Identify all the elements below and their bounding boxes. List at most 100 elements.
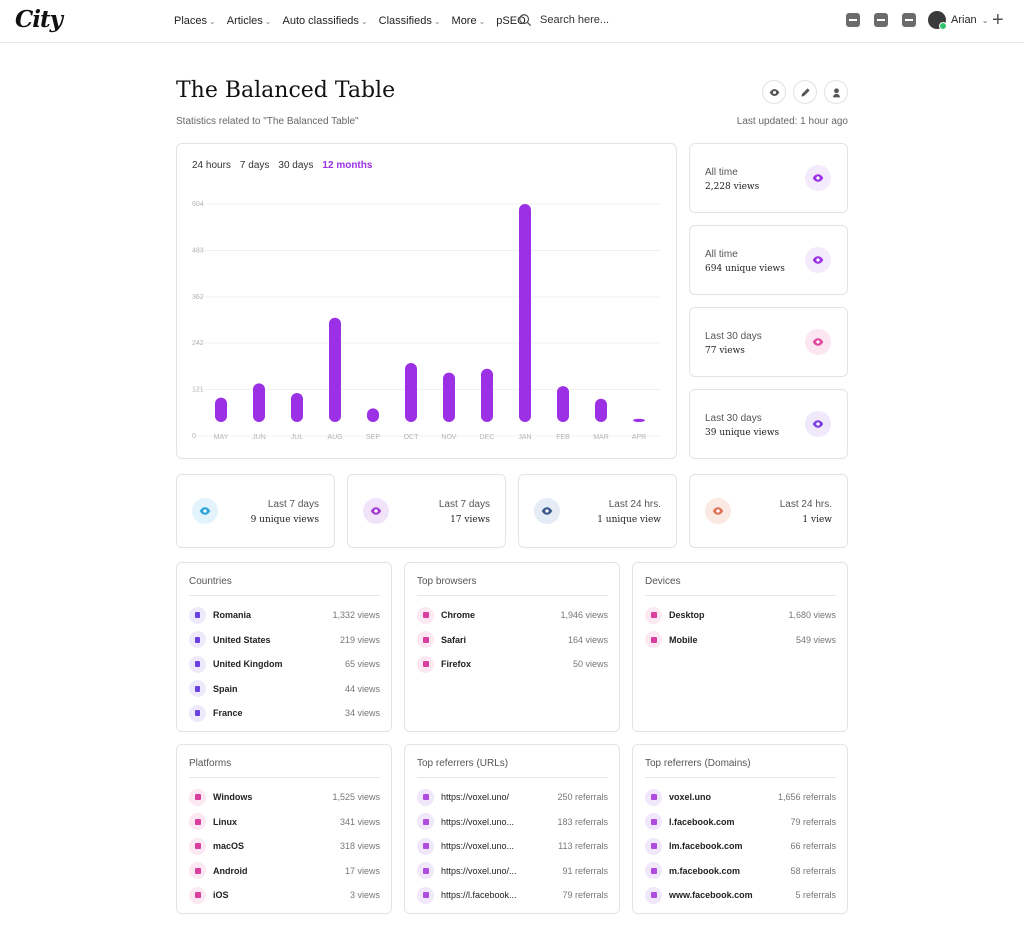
list-item: Firefox 50 views — [417, 652, 608, 677]
view-button[interactable] — [762, 80, 786, 104]
notes-icon[interactable] — [874, 13, 888, 27]
search-trigger[interactable]: Search here... — [518, 13, 609, 27]
item-name: Mobile — [669, 634, 698, 645]
bar-may[interactable] — [215, 397, 227, 422]
nav-places[interactable]: Places ⌄ — [174, 15, 216, 27]
x-tick-label: JUN — [252, 434, 266, 441]
card-title: Top referrers (Domains) — [645, 758, 836, 778]
item-name: lm.facebook.com — [669, 841, 743, 852]
inbox-icon[interactable] — [846, 13, 860, 27]
tray-icon[interactable] — [902, 13, 916, 27]
eye-icon — [805, 329, 831, 355]
stat-value: 9 unique views — [250, 515, 319, 525]
list-item: Mobile 549 views — [645, 628, 836, 653]
stat-7-days-unique: Last 7 days 9 unique views — [176, 474, 335, 548]
item-value: 5 referrals — [795, 890, 836, 901]
item-value: 66 referrals — [790, 841, 836, 852]
bar-dec[interactable] — [481, 368, 493, 422]
stats-button[interactable] — [824, 80, 848, 104]
item-icon — [645, 862, 662, 880]
item-name: l.facebook.com — [669, 816, 735, 827]
x-tick-label: MAR — [593, 434, 609, 441]
item-value: 164 views — [567, 634, 608, 645]
bar-jul[interactable] — [291, 392, 303, 422]
item-name: United States — [213, 634, 271, 645]
x-tick-label: NOV — [441, 434, 457, 441]
page-subtitle: Statistics related to "The Balanced Tabl… — [176, 116, 359, 127]
bar-aug[interactable] — [329, 317, 341, 422]
nav-more[interactable]: More ⌄ — [452, 15, 486, 27]
item-value: 219 views — [339, 634, 380, 645]
item-icon — [417, 788, 434, 806]
add-icon[interactable]: + — [992, 9, 1004, 31]
eye-icon — [534, 498, 560, 524]
bar-jan[interactable] — [519, 204, 531, 422]
item-name: Spain — [213, 683, 238, 694]
item-value: 318 views — [339, 841, 380, 852]
tab-7-days[interactable]: 7 days — [239, 160, 270, 171]
bar-nov[interactable] — [443, 372, 455, 422]
platforms-card: Platforms Windows 1,525 views Linux 341 view… — [176, 744, 392, 914]
main-nav: Places ⌄ Articles ⌄ Auto classifieds ⌄ Clas… — [174, 15, 526, 27]
chevron-down-icon: ⌄ — [433, 16, 441, 26]
item-value: 91 referrals — [562, 865, 608, 876]
list-item: lm.facebook.com 66 referrals — [645, 834, 836, 859]
eye-icon — [705, 498, 731, 524]
nav-classifieds[interactable]: Classifieds ⌄ — [379, 15, 441, 27]
nav-auto-classifieds[interactable]: Auto classifieds ⌄ — [283, 15, 368, 27]
tab-30-days[interactable]: 30 days — [278, 160, 314, 171]
item-icon — [189, 862, 206, 880]
bar-oct[interactable] — [405, 363, 417, 422]
bar-feb[interactable] — [557, 386, 569, 422]
item-value: 341 views — [339, 816, 380, 827]
bar-mar[interactable] — [595, 398, 607, 422]
bar-jun[interactable] — [253, 383, 265, 422]
stat-30-days-unique: Last 30 days 39 unique views — [689, 389, 848, 459]
search-placeholder: Search here... — [540, 14, 610, 26]
site-logo[interactable]: City — [15, 6, 63, 33]
chevron-down-icon: ⌄ — [478, 16, 486, 26]
item-icon — [645, 813, 662, 831]
item-name: https://voxel.uno... — [441, 816, 515, 827]
x-tick-label: MAY — [214, 434, 229, 441]
item-icon — [645, 886, 662, 904]
edit-button[interactable] — [793, 80, 817, 104]
item-icon — [645, 837, 662, 855]
list-item: Chrome 1,946 views — [417, 603, 608, 628]
stat-label: Last 30 days — [705, 413, 762, 424]
pencil-icon — [800, 87, 810, 97]
x-tick-label: OCT — [404, 434, 420, 441]
eye-icon — [805, 247, 831, 273]
user-menu[interactable]: Arian ⌄ — [928, 11, 988, 30]
list-item: iOS 3 views — [189, 883, 380, 908]
list: Romania 1,332 views United States 219 views… — [189, 603, 380, 726]
bar-apr[interactable] — [633, 418, 645, 422]
list-item: https://voxel.uno/250 referrals — [417, 785, 608, 810]
item-value: 58 referrals — [790, 865, 836, 876]
stat-label: All time — [705, 249, 738, 260]
tab-24-hours[interactable]: 24 hours — [192, 160, 231, 171]
bar-sep[interactable] — [367, 408, 379, 422]
item-icon — [417, 813, 434, 831]
stat-7-days-views: Last 7 days 17 views — [347, 474, 506, 548]
item-icon — [645, 788, 662, 806]
item-value: 1,656 referrals — [777, 792, 836, 803]
list-item: Spain 44 views — [189, 677, 380, 702]
stat-label: Last 7 days — [267, 499, 319, 510]
x-tick-label: JAN — [518, 434, 531, 441]
list-item: macOS 318 views — [189, 834, 380, 859]
nav-pseo[interactable]: pSEO — [496, 15, 525, 27]
y-tick-label: 604 — [192, 201, 204, 208]
referrer-domains-card: Top referrers (Domains) voxel.uno 1,656 re… — [632, 744, 848, 914]
list-item: https://voxel.uno... 183 referrals — [417, 810, 608, 835]
item-name: Chrome — [441, 610, 476, 621]
eye-icon — [192, 498, 218, 524]
stat-value: 39 unique views — [705, 428, 780, 438]
x-tick-label: APR — [632, 434, 646, 441]
item-name: macOS — [213, 841, 245, 852]
tab-12-months[interactable]: 12 months — [322, 160, 373, 171]
list-item: https://voxel.uno/... 91 referrals — [417, 859, 608, 884]
x-tick-label: AUG — [327, 434, 342, 441]
nav-articles[interactable]: Articles ⌄ — [227, 15, 272, 27]
stat-all-time-unique: All time 694 unique views — [689, 225, 848, 295]
